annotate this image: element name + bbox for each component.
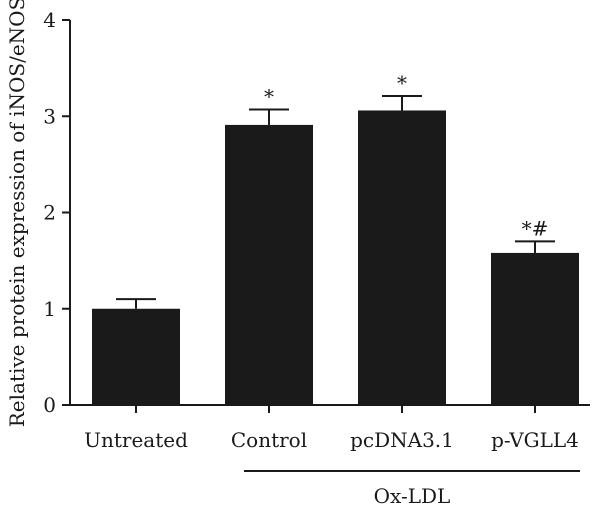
category-label-control: Control [231, 428, 307, 452]
y-tick-label-1: 1 [43, 297, 56, 321]
bar-pcdna3-1 [358, 110, 446, 405]
bar-untreated [92, 308, 180, 405]
y-tick-label-2: 2 [43, 201, 56, 225]
significance-p-vgll4: *# [522, 216, 549, 240]
y-tick-label-0: 0 [43, 393, 56, 417]
category-label-untreated: Untreated [84, 428, 188, 452]
significance-pcdna3-1: * [397, 71, 407, 95]
category-labels: Untreated Control pcDNA3.1 p-VGLL4 [84, 405, 579, 452]
bar-control [225, 124, 313, 405]
category-label-p-vgll4: p-VGLL4 [491, 428, 579, 452]
group-bracket-label: Ox-LDL [374, 484, 451, 508]
y-axis-ticks: 0 1 2 3 4 [43, 8, 70, 417]
bars: * * *# [92, 71, 579, 405]
y-axis-label: Relative protein expression of iNOS/eNOS [5, 0, 29, 427]
category-label-pcdna3-1: pcDNA3.1 [350, 428, 454, 452]
y-tick-label-4: 4 [43, 8, 56, 32]
significance-control: * [264, 85, 274, 109]
y-tick-label-3: 3 [43, 104, 56, 128]
bar-p-vgll4 [491, 252, 579, 405]
